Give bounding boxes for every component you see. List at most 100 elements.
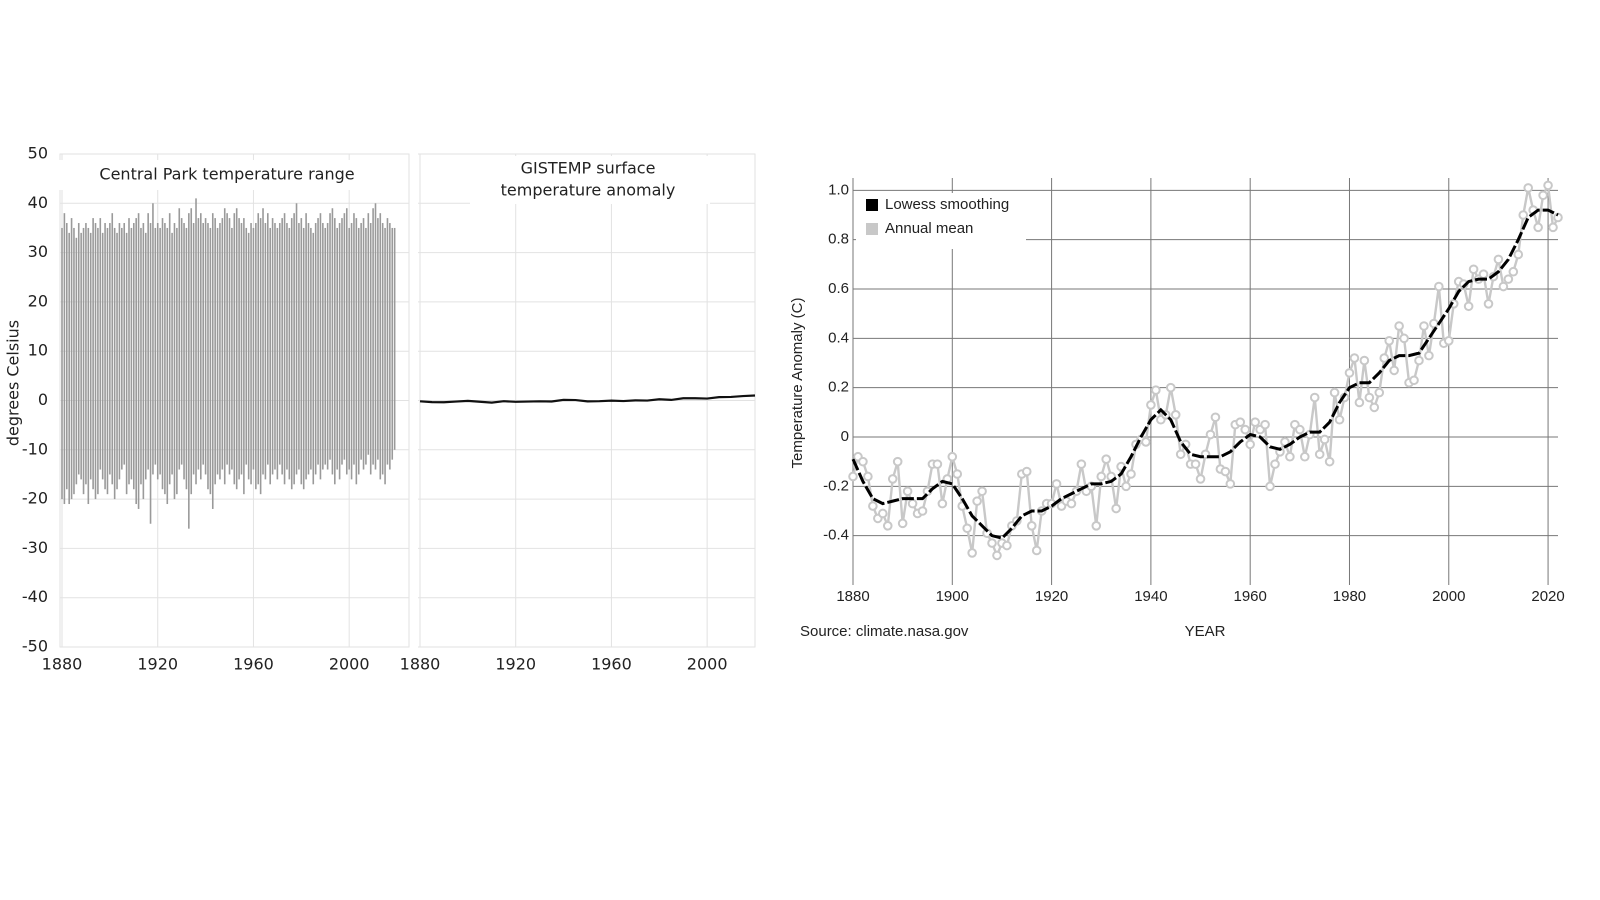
- range-bar: [92, 218, 94, 490]
- annual-point: [1389, 365, 1399, 376]
- range-bar: [178, 208, 181, 470]
- range-bar: [140, 227, 142, 485]
- range-bar: [319, 213, 322, 480]
- annual-point: [1076, 459, 1087, 469]
- x-tick-label: 1920: [1035, 588, 1068, 605]
- range-bar: [360, 223, 362, 460]
- x-tick-label: 1880: [42, 655, 83, 674]
- annual-point: [1424, 350, 1434, 361]
- annual-point: [887, 474, 898, 484]
- annual-point: [1314, 449, 1325, 460]
- range-bar: [209, 227, 212, 495]
- annual-point: [1523, 183, 1534, 193]
- annual-point: [1463, 301, 1474, 312]
- range-bar: [372, 208, 374, 465]
- range-bar: [391, 227, 394, 460]
- annual-point: [1379, 353, 1390, 363]
- range-bar: [357, 227, 360, 475]
- y-tick-label: 20: [28, 291, 48, 310]
- y-tick-label: 1.0: [828, 181, 849, 198]
- range-bar: [329, 213, 331, 460]
- annual-point: [1235, 417, 1246, 428]
- y-tick-label: -20: [22, 489, 48, 508]
- annual-point: [1324, 456, 1335, 467]
- chart-title: Central Park temperature range: [99, 165, 354, 184]
- range-bar: [247, 232, 250, 480]
- annual-point: [1285, 451, 1295, 462]
- annual-point: [1364, 392, 1375, 403]
- range-bar: [365, 227, 367, 465]
- annual-point: [987, 538, 997, 548]
- range-bar: [377, 218, 379, 460]
- y-tick-label: -40: [22, 587, 48, 606]
- annual-point: [962, 523, 972, 534]
- y-tick-label: 0.6: [828, 280, 849, 297]
- chart-title: GISTEMP surface: [521, 159, 656, 178]
- range-bar: [188, 213, 190, 529]
- range-bar: [343, 213, 346, 460]
- annual-point: [967, 548, 977, 558]
- annual-point: [1101, 454, 1112, 465]
- range-bar: [125, 232, 128, 495]
- legend-label: Annual mean: [885, 220, 973, 237]
- range-bar: [271, 218, 274, 475]
- range-bar: [137, 213, 140, 509]
- range-bar: [283, 213, 286, 485]
- annual-point: [1245, 439, 1255, 450]
- annual-point: [932, 459, 943, 469]
- range-bar: [255, 223, 257, 490]
- annual-point: [1498, 281, 1509, 292]
- annual-point: [1066, 498, 1077, 509]
- range-bar: [118, 223, 121, 480]
- range-bar: [298, 223, 300, 470]
- annual-point: [977, 486, 987, 497]
- annual-point: [1543, 180, 1553, 191]
- range-bar: [250, 223, 252, 485]
- range-bar: [288, 227, 291, 480]
- range-bar: [192, 223, 195, 475]
- annual-point: [1359, 355, 1370, 366]
- range-bar: [341, 218, 343, 465]
- range-bar: [159, 227, 161, 475]
- range-bar: [154, 227, 157, 465]
- y-tick-label: 0.2: [828, 379, 849, 396]
- y-tick-label: -30: [22, 538, 48, 557]
- range-bar: [386, 218, 389, 465]
- annual-point: [1210, 412, 1221, 423]
- annual-point: [1548, 222, 1558, 233]
- x-tick-label: 1880: [400, 655, 441, 674]
- annual-point: [1299, 451, 1310, 462]
- annual-point: [1513, 249, 1524, 260]
- x-axis-label: YEAR: [1185, 623, 1226, 640]
- range-bar: [221, 218, 224, 470]
- y-tick-label: 0: [38, 390, 48, 409]
- range-bar: [144, 232, 147, 480]
- y-tick-label: -10: [22, 439, 48, 458]
- annual-point: [892, 456, 903, 467]
- source-note: Source: climate.nasa.gov: [800, 623, 969, 640]
- range-bar: [149, 223, 152, 524]
- y-tick-label: 30: [28, 242, 48, 261]
- range-bar: [87, 227, 90, 505]
- annual-point: [1205, 429, 1216, 440]
- range-bar: [166, 227, 169, 505]
- annual-point: [1478, 269, 1489, 280]
- annual-point: [1250, 417, 1260, 428]
- range-bar: [331, 208, 334, 475]
- title-backdrop: [52, 160, 402, 190]
- annual-point: [1329, 387, 1340, 398]
- range-bar: [200, 213, 202, 480]
- annual-point: [907, 498, 918, 509]
- annual-point: [1394, 321, 1404, 331]
- range-bar: [97, 227, 99, 495]
- annual-point: [992, 550, 1002, 561]
- range-bar: [384, 227, 386, 485]
- title-backdrop: [470, 156, 710, 204]
- x-tick-label: 1960: [1233, 588, 1266, 605]
- x-tick-label: 1880: [836, 588, 869, 605]
- range-bar: [161, 218, 164, 490]
- range-bar: [240, 223, 243, 475]
- y-tick-label: 50: [28, 144, 48, 163]
- annual-point: [1190, 459, 1201, 469]
- range-bar: [101, 232, 104, 480]
